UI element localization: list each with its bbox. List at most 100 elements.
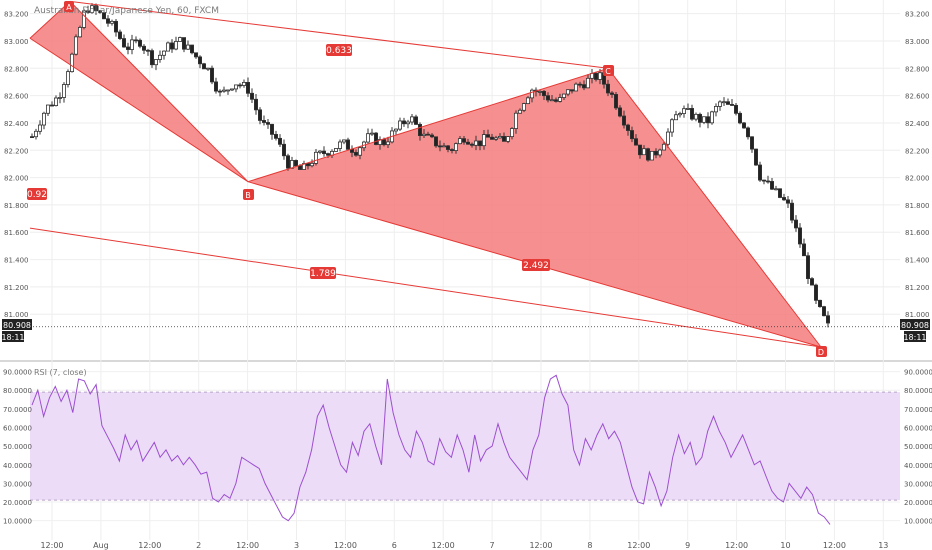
candle-up [774, 188, 779, 191]
x-tick-label: 6 [392, 541, 397, 550]
candle-down [582, 84, 587, 89]
candle-up [365, 133, 370, 143]
candle-down [433, 136, 438, 147]
candle-up [574, 83, 579, 92]
candle-down [501, 136, 506, 142]
price-tick-label-left: 82.000 [4, 175, 29, 183]
x-tick-label: 10 [780, 541, 790, 550]
candle-up [718, 101, 723, 107]
candle-down [690, 108, 695, 120]
candle-up [710, 111, 715, 124]
ratio-xb-text: 0.92 [27, 190, 47, 200]
rsi-tick-label-left: 60.0000 [3, 425, 32, 433]
rsi-tick-label-right: 60.0000 [904, 425, 932, 433]
x-tick-label: 12:00 [138, 541, 161, 550]
ratio-xd-text: 1.789 [310, 269, 336, 279]
rsi-tick-label-left: 40.0000 [3, 462, 32, 470]
candle-down [297, 165, 302, 170]
candle-up [566, 89, 571, 95]
price-tick-label-right: 82.600 [905, 93, 930, 101]
candle-up [405, 121, 410, 125]
ratio-label-xb[interactable]: 0.92 [27, 188, 47, 200]
price-tick-label-right: 82.400 [905, 120, 930, 128]
ratio-label-xd[interactable]: 1.789 [310, 267, 336, 279]
last-price-badge-right: 80.908 18:11 [900, 319, 930, 342]
candle-up [241, 82, 246, 86]
x-tick-label: 12:00 [627, 541, 650, 550]
candle-down [818, 299, 823, 308]
x-tick-label: 3 [294, 541, 299, 550]
candle-down [149, 50, 154, 66]
candle-down [98, 10, 103, 13]
price-tick-label-left: 81.000 [4, 311, 29, 319]
candle-up [457, 138, 462, 145]
point-b-text: B [245, 191, 251, 200]
candle-down [265, 122, 270, 125]
price-tick-label-left: 81.400 [4, 257, 29, 265]
candle-up [550, 99, 555, 102]
point-label-b[interactable]: B [243, 189, 254, 200]
candle-up [58, 97, 63, 99]
leg-xd [29, 227, 822, 348]
candle-down [698, 113, 703, 123]
candle-down [257, 109, 262, 121]
candle-up [385, 141, 390, 146]
point-label-d[interactable]: D [816, 346, 827, 357]
candle-down [578, 83, 583, 86]
candle-up [522, 103, 527, 111]
candle-up [153, 59, 158, 66]
countdown-right: 18:11 [903, 333, 926, 342]
x-tick-label: 12:00 [236, 541, 259, 550]
ratio-label-ac[interactable]: 0.633 [326, 44, 352, 56]
rsi-tick-label-right: 80.0000 [904, 387, 932, 395]
candle-up [441, 145, 446, 148]
candle-down [706, 116, 711, 124]
candle-up [674, 114, 679, 121]
candle-down [345, 139, 350, 150]
candle-down [445, 145, 450, 150]
candle-down [461, 138, 466, 143]
candle-down [137, 39, 142, 47]
candle-down [618, 107, 623, 117]
rsi-tick-label-right: 30.0000 [904, 480, 932, 488]
candle-up [678, 113, 683, 116]
candle-down [277, 137, 282, 145]
candle-down [269, 123, 274, 135]
candle-down [750, 136, 755, 150]
price-tick-label-right: 81.400 [905, 257, 930, 265]
candle-down [646, 148, 651, 161]
rsi-tick-label-right: 90.0000 [904, 369, 932, 377]
rsi-tick-label-left: 30.0000 [3, 480, 32, 488]
candle-down [626, 124, 631, 131]
harmonic-pattern-lines[interactable] [29, 0, 822, 348]
candle-down [325, 153, 330, 156]
candle-up [90, 5, 95, 13]
candle-up [658, 149, 663, 156]
point-label-c[interactable]: C [603, 65, 614, 76]
ratio-bd-text: 2.492 [523, 261, 549, 271]
candle-down [50, 104, 55, 107]
candle-up [666, 131, 671, 145]
candle-up [642, 148, 647, 156]
rsi-tick-label-left: 20.0000 [3, 499, 32, 507]
point-label-a[interactable]: A [64, 1, 74, 12]
candle-down [465, 141, 470, 145]
candle-down [145, 49, 150, 52]
candle-up [221, 89, 226, 92]
ratio-label-bd[interactable]: 2.492 [522, 259, 550, 271]
candle-down [485, 134, 490, 138]
candle-up [205, 67, 210, 70]
candle-down [253, 98, 258, 111]
x-tick-label: 12:00 [725, 541, 748, 550]
price-tick-label-left: 83.200 [4, 11, 29, 19]
candle-down [798, 227, 803, 245]
price-tick-label-left: 83.000 [4, 38, 29, 46]
x-tick-label: 12:00 [40, 541, 63, 550]
candle-down [126, 46, 131, 50]
price-tick-label-right: 81.800 [905, 202, 930, 210]
candle-down [742, 122, 747, 129]
candle-up [526, 97, 531, 105]
candle-up [229, 88, 234, 91]
candle-down [746, 127, 751, 138]
